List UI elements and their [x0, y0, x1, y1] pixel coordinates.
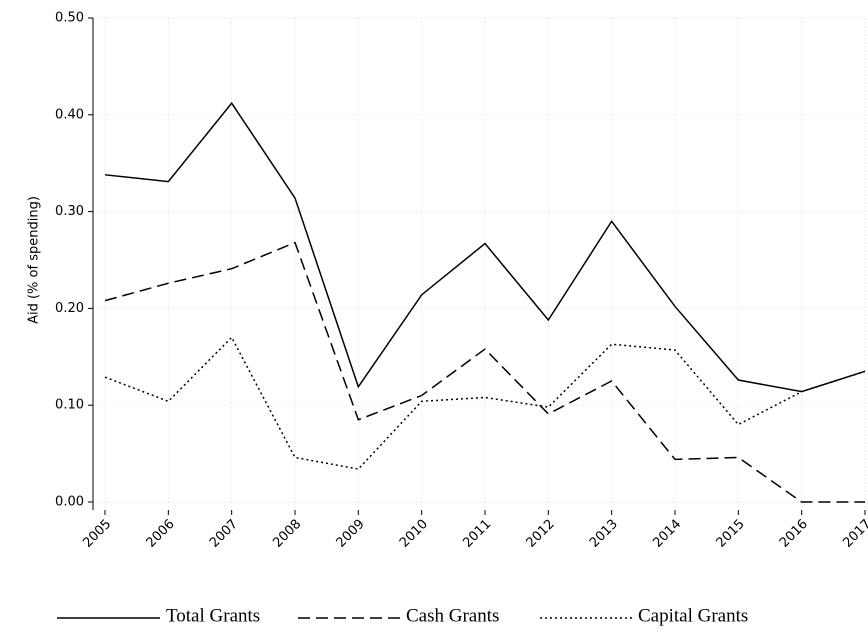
x-tick-label: 2011: [460, 517, 494, 551]
x-tick-label: 2015: [714, 517, 748, 551]
line-series: [104, 336, 866, 470]
x-tick-label: 2010: [397, 517, 431, 551]
y-tick-label: 0.30: [55, 204, 84, 219]
legend-label: Total Grants: [166, 605, 260, 626]
line-series: [104, 241, 865, 503]
legend-label: Capital Grants: [638, 605, 748, 626]
x-tick-label: 2014: [650, 517, 684, 551]
x-tick-label: 2016: [777, 517, 811, 551]
x-tick-label: 2006: [144, 517, 178, 551]
legend-label: Cash Grants: [406, 605, 499, 626]
y-tick-label: 0.40: [55, 107, 84, 122]
x-tick-label: 2007: [207, 517, 241, 551]
x-tick-label: 2005: [80, 517, 114, 551]
y-tick-label: 0.00: [55, 495, 84, 510]
y-tick-label: 0.20: [55, 301, 84, 316]
x-tick-label: 2009: [334, 517, 368, 551]
x-tick-label: 2017: [840, 517, 868, 551]
x-tick-label: 2008: [270, 517, 304, 551]
y-tick-label: 0.10: [55, 398, 84, 413]
x-tick-label: 2012: [524, 517, 558, 551]
y-tick-label: 0.50: [55, 11, 84, 26]
y-axis-label: Aid (% of spending): [27, 196, 42, 324]
x-tick-label: 2013: [587, 517, 621, 551]
line-series: [104, 101, 866, 393]
